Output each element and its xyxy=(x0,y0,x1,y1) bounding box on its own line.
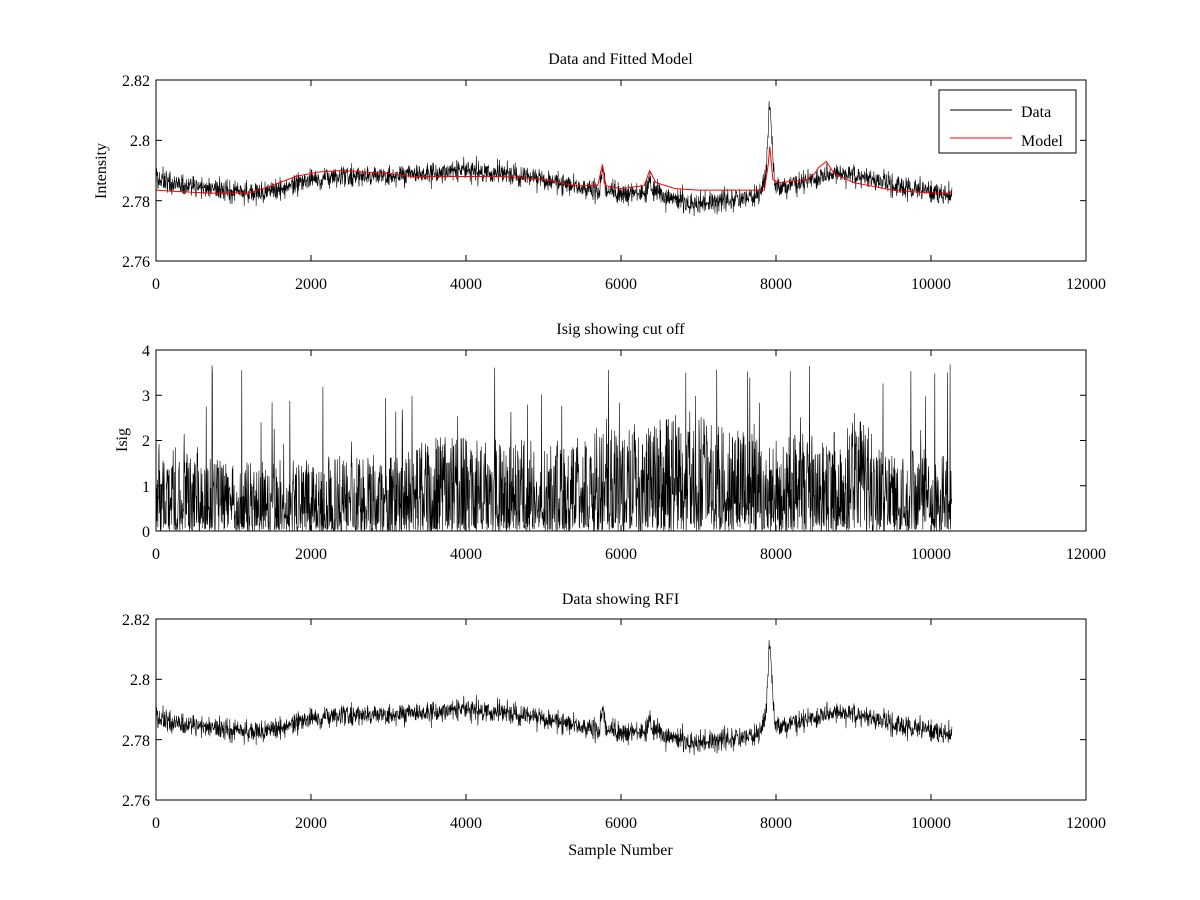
panel-3-xtick-label: 4000 xyxy=(450,815,482,832)
panel-1-ytick-label: 2.8 xyxy=(130,133,150,150)
panel-3-ytick-label: 2.78 xyxy=(122,733,150,750)
panel-1-legend: Data Model xyxy=(938,89,1077,154)
panel-2-axes-box xyxy=(155,349,1087,532)
panel-1-series-layer xyxy=(155,79,1087,262)
panel-2-title: Isig showing cut off xyxy=(556,321,685,338)
panel-1-title: Data and Fitted Model xyxy=(548,51,693,68)
panel-2-ytick-label: 2 xyxy=(142,433,150,450)
panel-2-xtick-label: 4000 xyxy=(450,546,482,563)
panel-1-plot-area xyxy=(155,79,1087,262)
panel-3-plot-area xyxy=(155,618,1087,801)
panel-2-ytick-label: 3 xyxy=(142,388,150,405)
panel-3-ytick-label: 2.76 xyxy=(122,793,150,810)
panel-1-y-ticks: 2.76 2.78 2.8 2.82 xyxy=(122,73,150,271)
panel-1-xtick-label: 4000 xyxy=(450,276,482,293)
panel-1-xtick-label: 8000 xyxy=(760,276,792,293)
panel-3-y-ticks: 2.76 2.78 2.8 2.82 xyxy=(122,612,150,810)
panel-2-plot-area xyxy=(155,349,1087,532)
panel-3-xtick-label: 10000 xyxy=(911,815,951,832)
panel-1-xtick-label: 12000 xyxy=(1066,276,1106,293)
panel-2-xtick-label: 2000 xyxy=(295,546,327,563)
series-isig-line xyxy=(155,364,953,532)
panel-2-xtick-label: 0 xyxy=(152,546,160,563)
panel-1-xtick-label: 0 xyxy=(152,276,160,293)
panel-1-ytick-label: 2.76 xyxy=(122,254,150,271)
panel-2-ytick-label: 1 xyxy=(142,479,150,496)
panel-3-x-ticks: 0 2000 4000 6000 8000 10000 12000 xyxy=(152,815,1106,832)
panel-2-xtick-label: 12000 xyxy=(1066,546,1106,563)
panel-isig: Isig showing cut off Isig 0 2000 4000 60… xyxy=(114,321,1106,563)
panel-2-ylabel: Isig xyxy=(114,428,131,452)
series-data-line xyxy=(155,100,953,217)
panel-1-xtick-label: 10000 xyxy=(911,276,951,293)
panel-3-xtick-label: 12000 xyxy=(1066,815,1106,832)
panel-1-ytick-label: 2.78 xyxy=(122,194,150,211)
panel-2-ytick-label: 0 xyxy=(142,524,150,541)
panel-3-xtick-label: 6000 xyxy=(605,815,637,832)
panel-3-axes-box xyxy=(155,618,1087,801)
panel-1-ytick-label: 2.82 xyxy=(122,73,150,90)
panel-3-title: Data showing RFI xyxy=(562,591,679,608)
panel-2-xtick-label: 10000 xyxy=(911,546,951,563)
panel-3-xtick-label: 0 xyxy=(152,815,160,832)
panel-1-axes-box xyxy=(155,79,1087,262)
legend-box xyxy=(938,89,1077,154)
panel-3-ytick-label: 2.8 xyxy=(130,672,150,689)
panel-3-xtick-label: 8000 xyxy=(760,815,792,832)
panel-data-fitted-model: Data and Fitted Model Intensity 0 2000 4… xyxy=(93,51,1106,293)
panel-2-xtick-label: 6000 xyxy=(605,546,637,563)
panel-3-xlabel: Sample Number xyxy=(568,842,673,859)
panel-2-xtick-label: 8000 xyxy=(760,546,792,563)
panel-3-xtick-label: 2000 xyxy=(295,815,327,832)
legend-label-model: Model xyxy=(1021,133,1063,150)
panel-2-ytick-label: 4 xyxy=(142,343,150,360)
series-data-line xyxy=(155,639,953,756)
panel-1-xtick-label: 2000 xyxy=(295,276,327,293)
series-model-line xyxy=(155,146,952,194)
panel-2-y-ticks: 0 1 2 3 4 xyxy=(142,343,150,541)
panel-1-xtick-label: 6000 xyxy=(605,276,637,293)
panel-3-ytick-label: 2.82 xyxy=(122,612,150,629)
panel-1-ylabel: Intensity xyxy=(93,143,110,199)
panel-1-x-ticks: 0 2000 4000 6000 8000 10000 12000 xyxy=(152,276,1106,293)
panel-data-rfi: Data showing RFI 0 2000 4000 6000 8000 1… xyxy=(122,591,1106,859)
panel-2-x-ticks: 0 2000 4000 6000 8000 10000 12000 xyxy=(152,546,1106,563)
legend-label-data: Data xyxy=(1021,104,1051,121)
